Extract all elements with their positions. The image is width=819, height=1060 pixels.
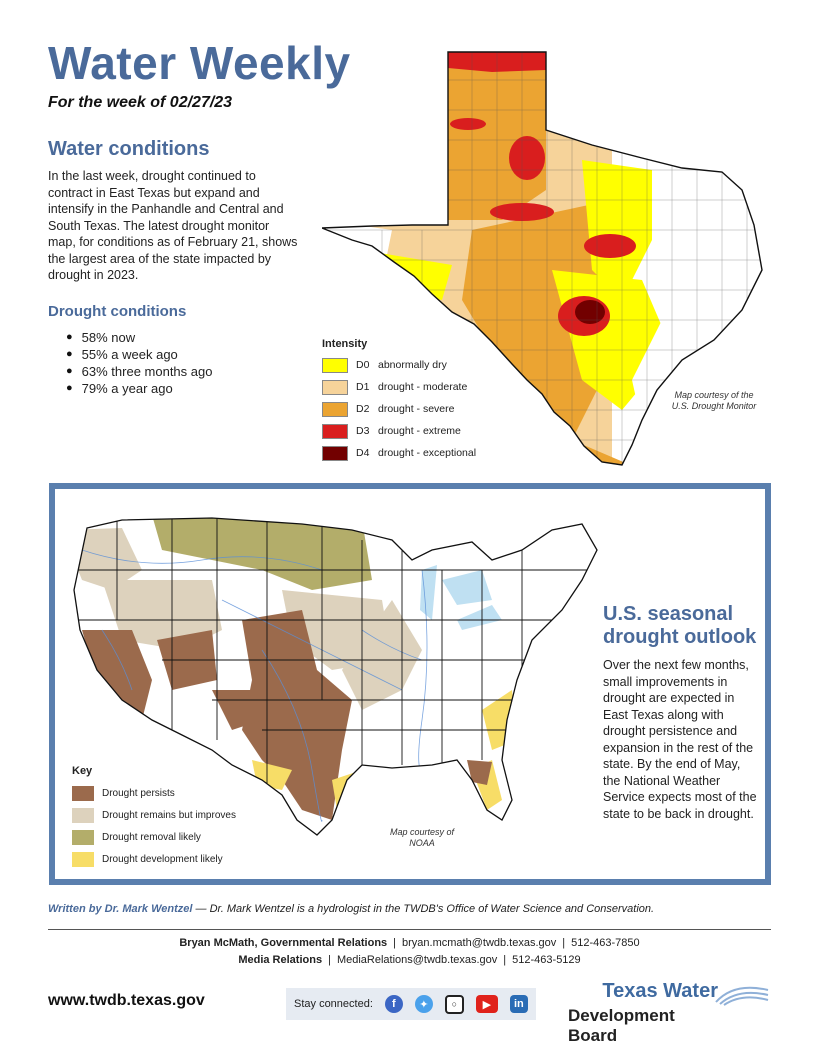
- key-item: Drought remains but improves: [72, 804, 236, 826]
- contact-name: Media Relations: [238, 954, 323, 966]
- author-bio: — Dr. Mark Wentzel is a hydrologist in t…: [192, 903, 655, 915]
- legend-item: D1 drought - moderate: [322, 376, 476, 398]
- website-link[interactable]: www.twdb.texas.gov: [48, 992, 205, 1009]
- legend-title: Intensity: [322, 338, 368, 350]
- author-name: Written by Dr. Mark Wentzel: [48, 903, 193, 915]
- list-item: ● 79% a year ago: [66, 381, 173, 396]
- drought-conditions-heading: Drought conditions: [48, 303, 187, 320]
- water-conditions-heading: Water conditions: [48, 138, 210, 160]
- key-item: Drought removal likely: [72, 826, 236, 848]
- wave-icon: [715, 986, 769, 1006]
- instagram-icon[interactable]: ○: [444, 994, 464, 1014]
- contact-email[interactable]: MediaRelations@twdb.texas.gov: [336, 954, 498, 966]
- twdb-logo: Texas Water Development Board: [568, 980, 778, 1045]
- key-swatch: [72, 829, 94, 845]
- drought-conditions-list: ● 58% now ● 55% a week ago ● 63% three mont…: [66, 329, 212, 397]
- contact-line: Media Relations | MediaRelations@twdb.texa…: [238, 954, 581, 966]
- facebook-icon[interactable]: f: [384, 995, 403, 1013]
- contact-name: Bryan McMath, Governmental Relations: [179, 937, 388, 949]
- legend-item: D3 drought - extreme: [322, 420, 476, 442]
- week-date: For the week of 02/27/23: [48, 94, 233, 111]
- logo-line1: Texas Water: [602, 980, 718, 1002]
- legend-item: D4 drought - exceptional: [322, 442, 476, 464]
- key-item: Drought development likely: [72, 848, 236, 870]
- outlook-text: Over the next few months, small improvem…: [603, 658, 757, 821]
- contact-phone: 512-463-7850: [571, 937, 640, 949]
- linkedin-icon[interactable]: in: [509, 995, 528, 1013]
- water-drop-icon: ●: [66, 348, 73, 360]
- logo-line2: Development Board: [568, 1006, 675, 1045]
- stay-connected-label: Stay connected:: [294, 998, 373, 1010]
- water-conditions-text: In the last week, drought continued to c…: [48, 169, 298, 282]
- us-map-credit: Map courtesy of NOAA: [389, 827, 455, 848]
- key-swatch: [72, 807, 94, 823]
- legend-swatch: [322, 379, 348, 395]
- list-item: ● 55% a week ago: [66, 347, 178, 362]
- list-item: ● 58% now: [66, 330, 136, 345]
- legend-swatch: [322, 423, 348, 439]
- legend-swatch: [322, 357, 348, 373]
- contact-line: Bryan McMath, Governmental Relations | bry…: [179, 937, 640, 949]
- us-outlook-panel: [49, 483, 771, 885]
- water-drop-icon: ●: [66, 365, 73, 377]
- social-bar: Stay connected: f ✦ ○ ▶ in: [286, 988, 536, 1020]
- youtube-icon[interactable]: ▶: [475, 995, 498, 1013]
- key-title: Key: [72, 765, 93, 777]
- legend-swatch: [322, 445, 348, 461]
- outlook-key: Key Drought persists Drought remains but…: [72, 765, 236, 870]
- page-title: Water Weekly: [48, 37, 351, 89]
- contact-phone: 512-463-5129: [512, 954, 581, 966]
- list-item: ● 63% three months ago: [66, 364, 213, 379]
- legend-swatch: [322, 401, 348, 417]
- key-swatch: [72, 785, 94, 801]
- drought-intensity-legend: Intensity D0 abnormally dry D1 drought - m…: [322, 338, 476, 464]
- author-byline: Written by Dr. Mark Wentzel — Dr. Mark W…: [48, 903, 654, 915]
- key-item: Drought persists: [72, 782, 236, 804]
- water-drop-icon: ●: [66, 382, 73, 394]
- legend-item: D0 abnormally dry: [322, 354, 476, 376]
- contact-email[interactable]: bryan.mcmath@twdb.texas.gov: [402, 937, 557, 949]
- legend-item: D2 drought - severe: [322, 398, 476, 420]
- us-drought-outlook-map: [73, 517, 598, 836]
- texas-map-credit: Map courtesy of the U.S. Drought Monitor: [671, 390, 757, 411]
- texas-drought-map: [322, 51, 763, 466]
- key-swatch: [72, 851, 94, 867]
- outlook-heading: U.S. seasonal drought outlook: [603, 603, 757, 648]
- divider: [48, 929, 771, 930]
- twitter-icon[interactable]: ✦: [414, 995, 433, 1013]
- water-drop-icon: ●: [66, 331, 73, 343]
